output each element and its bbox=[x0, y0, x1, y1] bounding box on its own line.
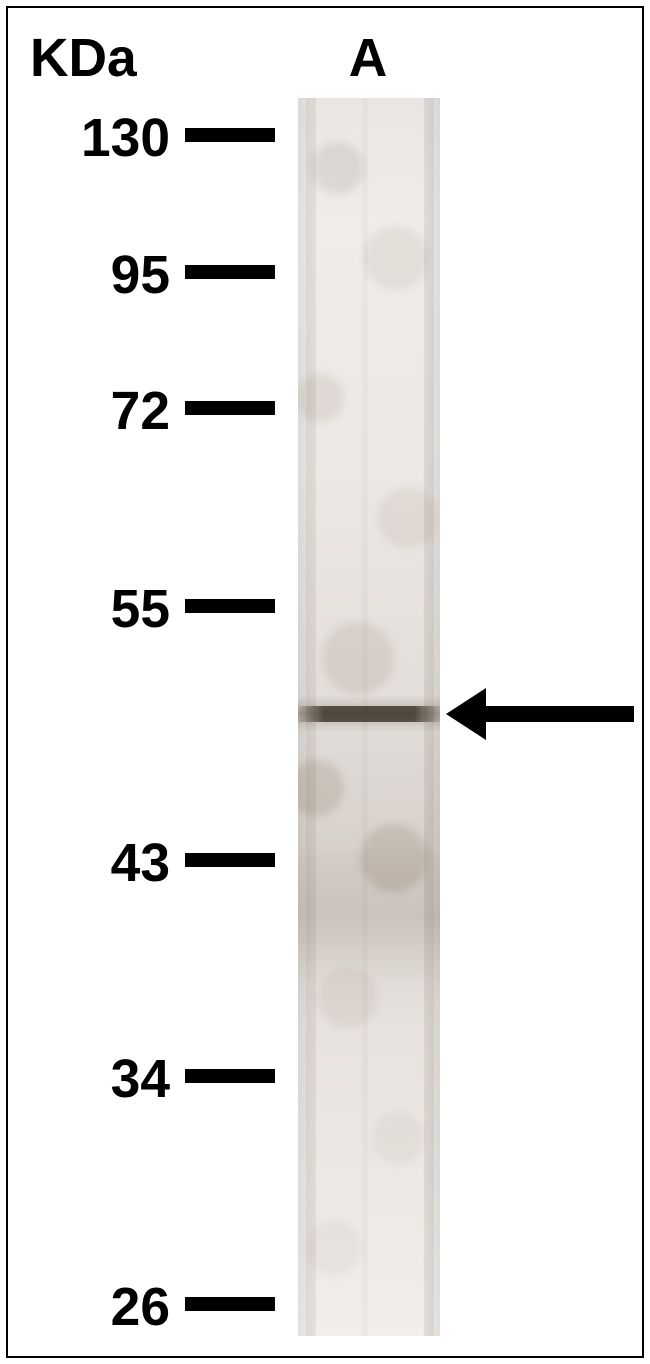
blot-lane bbox=[298, 98, 440, 1336]
lane-noise-spot bbox=[360, 824, 428, 892]
arrow-head-icon bbox=[446, 688, 486, 740]
marker-label: 26 bbox=[0, 1277, 170, 1338]
marker-label: 95 bbox=[0, 245, 170, 306]
marker-tick bbox=[185, 401, 275, 415]
lane-noise-spot bbox=[312, 142, 364, 194]
lane-edge-shadow bbox=[298, 98, 316, 1336]
marker-tick bbox=[185, 599, 275, 613]
target-band-arrow bbox=[446, 688, 634, 740]
axis-units-label: KDa bbox=[30, 28, 137, 89]
lane-noise-spot bbox=[364, 226, 428, 290]
marker-label: 55 bbox=[0, 579, 170, 640]
arrow-shaft bbox=[486, 706, 634, 722]
marker-tick bbox=[185, 128, 275, 142]
lane-noise-spot bbox=[318, 968, 378, 1028]
marker-tick bbox=[185, 853, 275, 867]
western-blot-figure: KDa 130 95 72 55 43 34 26 A bbox=[0, 0, 650, 1364]
marker-tick bbox=[185, 265, 275, 279]
lane-edge-shadow bbox=[422, 98, 440, 1336]
marker-label: 43 bbox=[0, 833, 170, 894]
marker-label: 130 bbox=[0, 108, 170, 169]
marker-label: 72 bbox=[0, 381, 170, 442]
marker-tick bbox=[185, 1069, 275, 1083]
marker-tick bbox=[185, 1297, 275, 1311]
protein-band-target bbox=[298, 706, 440, 722]
lane-noise-spot bbox=[372, 1112, 424, 1164]
marker-label: 34 bbox=[0, 1049, 170, 1110]
lane-letter: A bbox=[338, 28, 398, 89]
lane-noise-spot bbox=[322, 622, 394, 694]
